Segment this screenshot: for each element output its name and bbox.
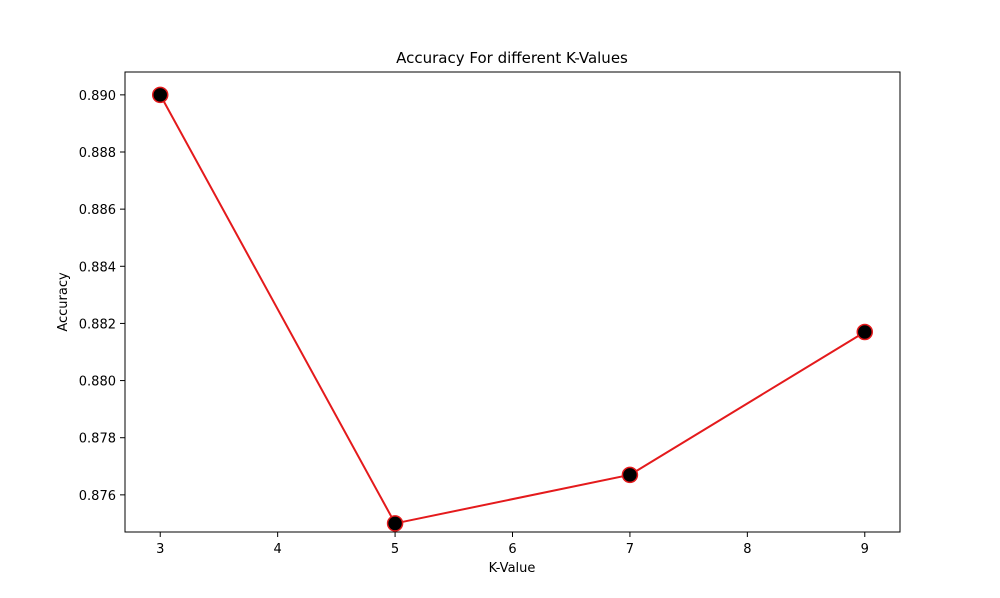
x-tick-label: 6: [508, 542, 516, 557]
series-markers: [151, 86, 874, 532]
x-tick-label: 7: [626, 542, 634, 557]
y-axis-label: Accuracy: [56, 272, 71, 332]
y-tick-label: 0.878: [79, 432, 116, 447]
y-tick-label: 0.884: [79, 260, 116, 275]
y-axis-ticks: 0.876 0.878 0.880 0.882 0.884 0.886 0.888 0.890: [79, 89, 125, 504]
series-line: [159, 94, 866, 525]
data-point: [386, 515, 404, 532]
x-axis-ticks: 3 4 5 6 7 8 9: [156, 532, 869, 557]
y-tick-label: 0.880: [79, 375, 116, 390]
plot-area: [124, 71, 901, 533]
data-point: [621, 466, 639, 484]
y-tick-label: 0.890: [79, 89, 116, 104]
y-tick-label: 0.876: [79, 489, 116, 504]
chart-title: Accuracy For different K-Values: [396, 49, 628, 67]
x-tick-label: 9: [861, 542, 869, 557]
x-tick-label: 5: [391, 542, 399, 557]
x-tick-label: 3: [156, 542, 164, 557]
y-tick-label: 0.882: [79, 317, 116, 332]
y-tick-label: 0.888: [79, 146, 116, 161]
x-tick-label: 4: [274, 542, 282, 557]
data-point: [856, 323, 874, 341]
x-axis-label: K-Value: [489, 561, 536, 576]
y-tick-label: 0.886: [79, 203, 116, 218]
x-tick-label: 8: [743, 542, 751, 557]
data-point: [151, 86, 169, 104]
